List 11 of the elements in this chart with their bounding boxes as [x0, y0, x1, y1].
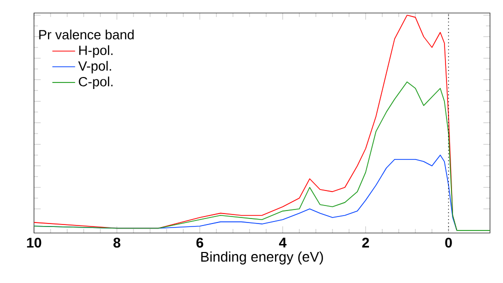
legend-title: Pr valence band [39, 30, 134, 40]
x-tick-label: 8 [113, 238, 120, 248]
x-tick-label: 10 [27, 238, 42, 248]
x-tick-label: 4 [279, 238, 287, 248]
legend-label: V-pol. [78, 60, 112, 74]
x-tick-label: 0 [445, 238, 452, 248]
legend-label: H-pol. [79, 45, 113, 58]
x-tick-label: 6 [196, 238, 204, 248]
legend-label: C-pol. [78, 76, 113, 90]
x-tick-label: 2 [362, 238, 369, 248]
x-axis-title: Binding energy (eV) [201, 251, 323, 264]
